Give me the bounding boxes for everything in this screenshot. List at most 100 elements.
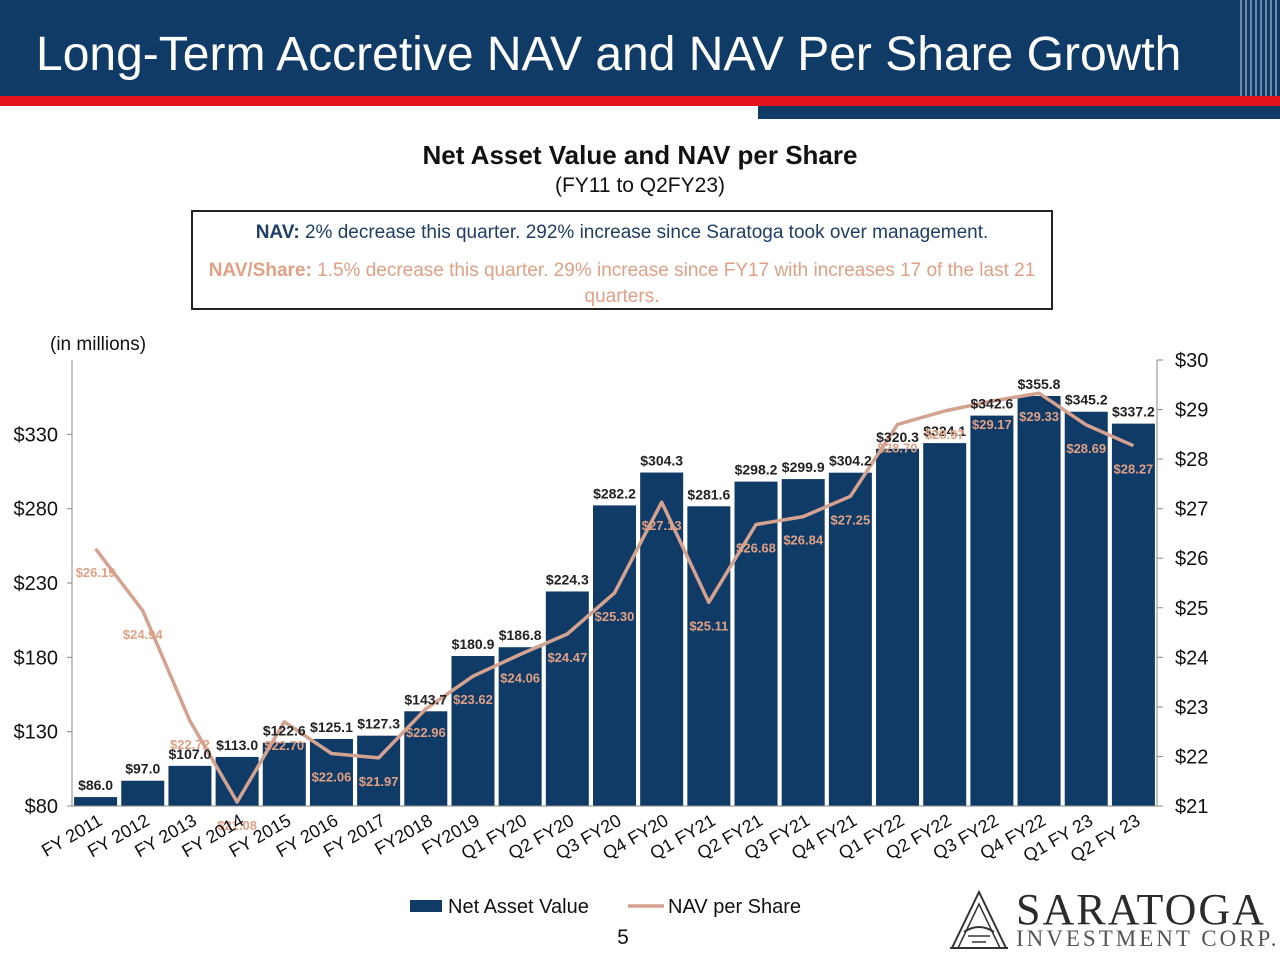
page-title: Long-Term Accretive NAV and NAV Per Shar… <box>36 28 1182 81</box>
nav-bar-value-label: $107.0 <box>169 746 212 762</box>
nav-bar-value-label: $299.9 <box>782 459 825 475</box>
nav-bar-value-label: $122.6 <box>263 723 306 739</box>
nav-bar-value-label: $186.8 <box>499 627 542 643</box>
callout-share-line: NAV/Share: 1.5% decrease this quarter. 2… <box>193 258 1051 310</box>
accent-red-bar <box>0 96 1280 106</box>
nav-bar <box>451 655 495 806</box>
nav-bar <box>1017 395 1061 806</box>
right-axis-tick-label: $27 <box>1175 499 1208 521</box>
nav-per-share-value-label: $24.94 <box>123 627 164 642</box>
nav-bar <box>545 591 589 806</box>
legend-share-label: NAV per Share <box>668 896 801 918</box>
nav-bar <box>309 738 353 806</box>
nav-bar <box>498 647 542 806</box>
nav-per-share-value-label: $21.97 <box>359 774 399 789</box>
nav-per-share-value-label: $27.25 <box>830 512 870 527</box>
callout-nav-line: NAV: 2% decrease this quarter. 292% incr… <box>193 222 1051 244</box>
saratoga-emblem-icon <box>950 889 1008 949</box>
nav-per-share-value-label: $28.27 <box>1114 462 1154 477</box>
nav-per-share-value-label: $29.33 <box>1019 409 1059 424</box>
nav-bar-value-label: $281.6 <box>687 486 730 502</box>
nav-bar <box>593 505 636 806</box>
nav-per-share-value-label: $22.72 <box>170 737 210 752</box>
nav-per-share-value-label: $21.08 <box>217 818 257 833</box>
nav-per-share-value-label: $28.97 <box>925 427 965 442</box>
right-axis-tick-label: $24 <box>1175 647 1208 669</box>
nav-per-share-value-label: $23.62 <box>453 692 493 707</box>
nav-bar-value-label: $345.2 <box>1065 392 1108 408</box>
nav-per-share-value-label: $22.70 <box>264 738 304 753</box>
nav-per-share-value-label: $27.13 <box>642 518 682 533</box>
nav-bar-value-label: $355.8 <box>1018 376 1061 392</box>
nav-bar-value-label: $324.1 <box>923 423 966 439</box>
left-axis-tick-label: $80 <box>25 796 58 818</box>
summary-callout-box: NAV: 2% decrease this quarter. 292% incr… <box>191 210 1053 310</box>
nav-bar <box>1064 411 1108 806</box>
nav-per-share-value-label: $22.96 <box>406 725 446 740</box>
nav-bar-value-label: $320.3 <box>876 429 919 445</box>
nav-bar <box>215 756 259 806</box>
legend-nav-swatch <box>410 900 442 912</box>
left-axis-tick-label: $230 <box>14 573 59 595</box>
chart-subtitle: (FY11 to Q2FY23) <box>554 174 725 197</box>
saratoga-logo: SARATOGA INVESTMENT CORP. <box>946 884 1277 954</box>
nav-bar <box>168 765 212 806</box>
nav-bar-value-label: $113.0 <box>216 737 258 753</box>
nav-bar-value-label: $143.7 <box>404 691 447 707</box>
nav-bar <box>734 481 778 806</box>
accent-blue-bar <box>758 106 1280 119</box>
nav-bar <box>923 443 967 806</box>
nav-per-share-value-label: $28.70 <box>878 440 918 455</box>
nav-bar-value-label: $180.9 <box>452 636 495 652</box>
header-banner: Long-Term Accretive NAV and NAV Per Shar… <box>0 0 1280 96</box>
nav-per-share-value-label: $29.17 <box>972 417 1012 432</box>
nav-bar-value-label: $298.2 <box>735 462 778 478</box>
right-axis-tick-label: $23 <box>1175 697 1208 719</box>
nav-bar-value-label: $127.3 <box>357 716 400 732</box>
right-axis-tick-label: $29 <box>1175 400 1208 422</box>
nav-per-share-value-label: $25.30 <box>595 609 635 624</box>
callout-nav-label: NAV: <box>255 222 300 243</box>
header-stripe-decoration <box>1240 0 1280 96</box>
nav-per-share-value-label: $28.69 <box>1066 441 1106 456</box>
nav-bar <box>357 735 401 806</box>
nav-bar-value-label: $342.6 <box>970 396 1013 412</box>
nav-bar-value-label: $86.0 <box>78 777 113 793</box>
logo-tagline: INVESTMENT CORP. <box>1016 926 1280 951</box>
nav-per-share-value-label: $26.19 <box>76 565 116 580</box>
nav-bar <box>1111 423 1155 806</box>
nav-bar <box>404 711 448 806</box>
left-axis-tick-label: $180 <box>14 647 59 669</box>
nav-bar <box>970 415 1014 806</box>
right-axis-tick-label: $25 <box>1175 598 1208 620</box>
nav-bar <box>876 448 920 806</box>
nav-bar <box>828 472 872 806</box>
callout-share-label: NAV/Share: <box>208 260 312 281</box>
left-axis-tick-label: $280 <box>14 499 59 521</box>
page-number: 5 <box>617 926 629 949</box>
nav-per-share-value-label: $22.06 <box>312 769 352 784</box>
nav-bar-value-label: $337.2 <box>1112 404 1155 420</box>
nav-bar <box>74 797 118 806</box>
right-axis-tick-label: $22 <box>1175 746 1208 768</box>
left-axis-tick-label: $130 <box>14 722 59 744</box>
right-axis-tick-label: $28 <box>1175 449 1208 471</box>
right-axis-tick-label: $30 <box>1175 350 1208 372</box>
nav-bar <box>687 506 731 806</box>
legend-nav-label: Net Asset Value <box>448 896 589 918</box>
right-axis-tick-label: $26 <box>1175 548 1208 570</box>
right-axis-tick-label: $21 <box>1175 796 1208 818</box>
nav-per-share-value-label: $24.47 <box>547 650 587 665</box>
nav-per-share-value-label: $25.11 <box>689 618 728 633</box>
nav-bar-value-label: $97.0 <box>125 761 160 777</box>
nav-bar-value-label: $224.3 <box>546 571 589 587</box>
nav-per-share-value-label: $26.68 <box>736 541 776 556</box>
nav-bar <box>121 780 165 806</box>
chart-title: Net Asset Value and NAV per Share <box>422 140 858 170</box>
nav-per-share-value-label: $26.84 <box>783 533 824 548</box>
nav-bar <box>262 742 306 806</box>
units-note: (in millions) <box>50 334 147 355</box>
callout-share-text: 1.5% decrease this quarter. 29% increase… <box>317 260 1036 307</box>
nav-bar-value-label: $282.2 <box>593 485 636 501</box>
